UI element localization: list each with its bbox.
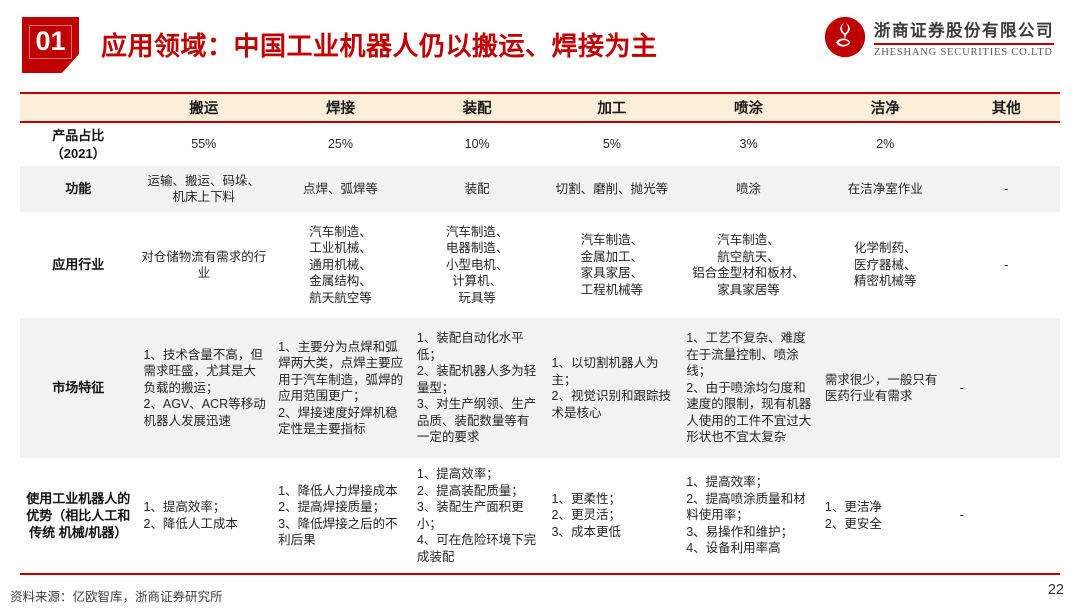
source-note: 资料来源：亿欧智库，浙商证券研究所 <box>10 590 223 604</box>
table-header-row: 搬运 焊接 装配 加工 喷涂 洁净 其他 <box>20 92 1060 123</box>
row-header-industries: 应用行业 <box>52 257 105 273</box>
row-header-market-features: 市场特征 <box>52 380 105 396</box>
table-row-function: 功能 运输、搬运、码垛、 机床上下料 点焊、弧焊等 装配 切割、磨削、抛光等 喷… <box>20 166 1060 212</box>
cell-adv-processing: 1、更柔性； 2、更灵活； 3、成本更低 <box>544 458 680 575</box>
cell-share-spraying: 3% <box>739 137 758 152</box>
table-row-market-features: 市场特征 1、技术含量不高，但需求旺盛，尤其是大负载的搬运； 2、AGV、ACR… <box>20 318 1060 458</box>
cell-share-other <box>953 122 1060 166</box>
table-row-product-share: 产品占比 （2021） 55% 25% 10% 5% 3% 2% <box>20 122 1060 166</box>
col-header-spraying: 喷涂 <box>679 92 818 123</box>
company-name-cn: 浙商证券股份有限公司 <box>874 17 1054 45</box>
col-header-other: 其他 <box>952 92 1060 123</box>
row-header-function: 功能 <box>65 181 92 197</box>
col-header-clean: 洁净 <box>817 92 953 123</box>
cell-ind-processing: 汽车制造、 金属加工、 家具家居、 工程机械等 <box>580 233 644 297</box>
col-header-welding: 焊接 <box>271 92 410 123</box>
section-number-badge: 01 <box>22 17 79 73</box>
cell-share-processing: 5% <box>602 137 621 152</box>
zheshang-knot-icon <box>824 16 866 58</box>
cell-ind-clean: 化学制药、 医疗器械、 精密机械等 <box>853 241 917 289</box>
row-header-advantages: 使用工业机器人的优势（相比人工和传统 机械/机器） <box>20 458 137 575</box>
company-name-en: ZHESHANG SECURITIES CO.LTD <box>874 46 1053 58</box>
cell-ind-handling: 对仓储物流有需求的行业 <box>141 249 267 281</box>
row-header-product-share: 产品占比 （2021） <box>50 128 106 161</box>
cell-share-clean: 2% <box>876 137 895 152</box>
cell-adv-handling: 1、提高效率； 2、降低人工成本 <box>136 458 272 575</box>
col-header-handling: 搬运 <box>136 92 272 123</box>
cell-ind-assembly: 汽车制造、 电器制造、 小型电机、 计算机、 玩具等 <box>445 224 509 305</box>
col-header-blank <box>20 92 137 123</box>
cell-ind-other: - <box>1004 257 1009 272</box>
cell-adv-clean: 1、更洁净 2、更安全 <box>817 458 953 575</box>
cell-share-welding: 25% <box>327 137 353 152</box>
page-title: 应用领域：中国工业机器人仍以搬运、焊接为主 <box>101 31 658 61</box>
table-row-industries: 应用行业 对仓储物流有需求的行业 汽车制造、 工业机械、 通用机械、 金属结构、… <box>20 212 1060 318</box>
cell-mkt-welding: 1、主要分为点焊和弧焊两大类，点焊主要应用于汽车制造，弧焊的应用范围更广； 2、… <box>278 339 404 437</box>
cell-func-welding: 点焊、弧焊等 <box>302 181 378 196</box>
company-logo: 浙商证券股份有限公司 ZHESHANG SECURITIES CO.LTD <box>823 15 1054 59</box>
cell-mkt-other: - <box>959 380 964 395</box>
cell-adv-spraying: 1、提高效率； 2、提高喷涂质量和材料使用率； 3、易操作和维护； 4、设备利用… <box>679 458 818 575</box>
cell-adv-assembly: 1、提高效率； 2、提高装配质量； 3、装配生产面积更小； 4、可在危险环境下完… <box>409 458 545 575</box>
cell-func-other: - <box>1004 181 1009 196</box>
table-row-advantages: 使用工业机器人的优势（相比人工和传统 机械/机器） 1、提高效率； 2、降低人工… <box>20 458 1060 575</box>
cell-mkt-assembly: 1、装配自动化水平低； 2、装配机器人多为轻量型； 3、对生产纲领、生产品质、装… <box>416 331 537 445</box>
page-number: 22 <box>1047 582 1064 598</box>
cell-adv-other: - <box>952 458 1060 575</box>
cell-ind-welding: 汽车制造、 工业机械、 通用机械、 金属结构、 航天航空等 <box>309 224 372 305</box>
cell-mkt-processing: 1、以切割机器人为主； 2、视觉识别和跟踪技术是核心 <box>551 356 671 420</box>
section-number: 01 <box>29 25 72 59</box>
cell-func-processing: 切割、磨削、抛光等 <box>555 181 669 196</box>
cell-func-assembly: 装配 <box>464 181 490 196</box>
cell-func-clean: 在洁净室作业 <box>847 181 923 196</box>
cell-mkt-spraying: 1、工艺不复杂、难度在于流量控制、喷涂线； 2、由于喷涂均匀度和速度的限制，现有… <box>686 331 812 445</box>
cell-func-spraying: 喷涂 <box>736 181 762 196</box>
cell-mkt-clean: 需求很少，一般只有医药行业有需求 <box>824 372 938 404</box>
cell-share-handling: 55% <box>191 137 217 152</box>
col-header-assembly: 装配 <box>409 92 545 123</box>
cell-share-assembly: 10% <box>464 137 490 152</box>
cell-adv-welding: 1、降低人力焊接成本 2、提高焊接质量； 3、降低焊接之后的不利后果 <box>271 458 410 575</box>
cell-ind-spraying: 汽车制造、 航空航天、 铝合金型材和板材、 家具家居等 <box>692 233 805 297</box>
cell-func-handling: 运输、搬运、码垛、 机床上下料 <box>147 173 261 205</box>
robot-application-table: 搬运 焊接 装配 加工 喷涂 洁净 其他 产品占比 （2021） 55% 25%… <box>20 92 1060 575</box>
col-header-processing: 加工 <box>544 92 680 123</box>
company-name-block: 浙商证券股份有限公司 ZHESHANG SECURITIES CO.LTD <box>874 17 1054 58</box>
cell-mkt-handling: 1、技术含量不高，但需求旺盛，尤其是大负载的搬运； 2、AGV、ACR等移动机器… <box>143 347 266 428</box>
